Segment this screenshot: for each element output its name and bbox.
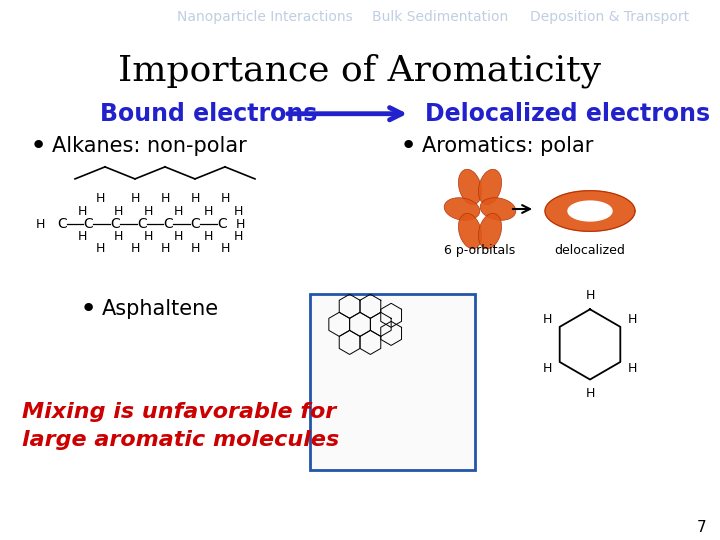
Text: H: H — [220, 241, 230, 255]
Text: H: H — [130, 241, 140, 255]
Text: Deposition & Transport: Deposition & Transport — [531, 10, 690, 24]
Text: Importance of Aromaticity: Importance of Aromaticity — [119, 53, 601, 88]
Polygon shape — [545, 191, 635, 231]
Text: H: H — [203, 205, 212, 218]
Text: large aromatic molecules: large aromatic molecules — [22, 430, 339, 450]
Ellipse shape — [480, 198, 516, 220]
Ellipse shape — [459, 169, 482, 205]
Ellipse shape — [478, 213, 502, 249]
Text: H: H — [174, 205, 183, 218]
Text: H: H — [543, 362, 552, 375]
Text: C: C — [217, 217, 227, 231]
Text: •: • — [80, 295, 97, 323]
Text: H: H — [233, 230, 243, 242]
Text: H: H — [77, 205, 86, 218]
Text: H: H — [113, 205, 122, 218]
Text: Aromatics: polar: Aromatics: polar — [422, 136, 593, 156]
Text: H: H — [77, 230, 86, 242]
Text: H: H — [161, 241, 170, 255]
Text: Asphaltene: Asphaltene — [102, 299, 219, 319]
Text: H: H — [161, 192, 170, 206]
Polygon shape — [568, 201, 612, 221]
Text: C: C — [83, 217, 93, 231]
Text: H: H — [235, 218, 245, 231]
Text: •: • — [30, 132, 48, 160]
Text: Molecular Assembly: Molecular Assembly — [12, 10, 168, 24]
Text: delocalized: delocalized — [554, 244, 626, 257]
Text: C: C — [110, 217, 120, 231]
Text: H: H — [233, 205, 243, 218]
Text: H: H — [543, 313, 552, 326]
Text: H: H — [628, 362, 637, 375]
Text: C: C — [190, 217, 200, 231]
Text: C: C — [163, 217, 173, 231]
Text: H: H — [628, 313, 637, 326]
Text: H: H — [95, 192, 104, 206]
Ellipse shape — [444, 198, 480, 220]
Text: H: H — [190, 241, 199, 255]
Text: Bound electrons: Bound electrons — [100, 102, 318, 126]
Text: H: H — [143, 230, 153, 242]
Text: H: H — [190, 192, 199, 206]
Ellipse shape — [459, 213, 482, 249]
Text: C: C — [57, 217, 67, 231]
Text: 7: 7 — [696, 521, 706, 536]
Ellipse shape — [478, 169, 502, 205]
Text: 6 p-orbitals: 6 p-orbitals — [444, 244, 516, 257]
Text: Bulk Sedimentation: Bulk Sedimentation — [372, 10, 508, 24]
Text: •: • — [400, 132, 418, 160]
Text: H: H — [143, 205, 153, 218]
Text: H: H — [95, 241, 104, 255]
Text: H: H — [174, 230, 183, 242]
Text: Delocalized electrons: Delocalized electrons — [425, 102, 710, 126]
Text: H: H — [585, 289, 595, 302]
Text: Mixing is unfavorable for: Mixing is unfavorable for — [22, 402, 336, 422]
Text: H: H — [220, 192, 230, 206]
Text: H: H — [203, 230, 212, 242]
Text: Nanoparticle Interactions: Nanoparticle Interactions — [177, 10, 353, 24]
Text: H: H — [35, 218, 45, 231]
Text: Alkanes: non-polar: Alkanes: non-polar — [52, 136, 247, 156]
Text: C: C — [137, 217, 147, 231]
Text: H: H — [130, 192, 140, 206]
Text: H: H — [113, 230, 122, 242]
FancyBboxPatch shape — [310, 294, 475, 470]
Text: H: H — [585, 387, 595, 400]
